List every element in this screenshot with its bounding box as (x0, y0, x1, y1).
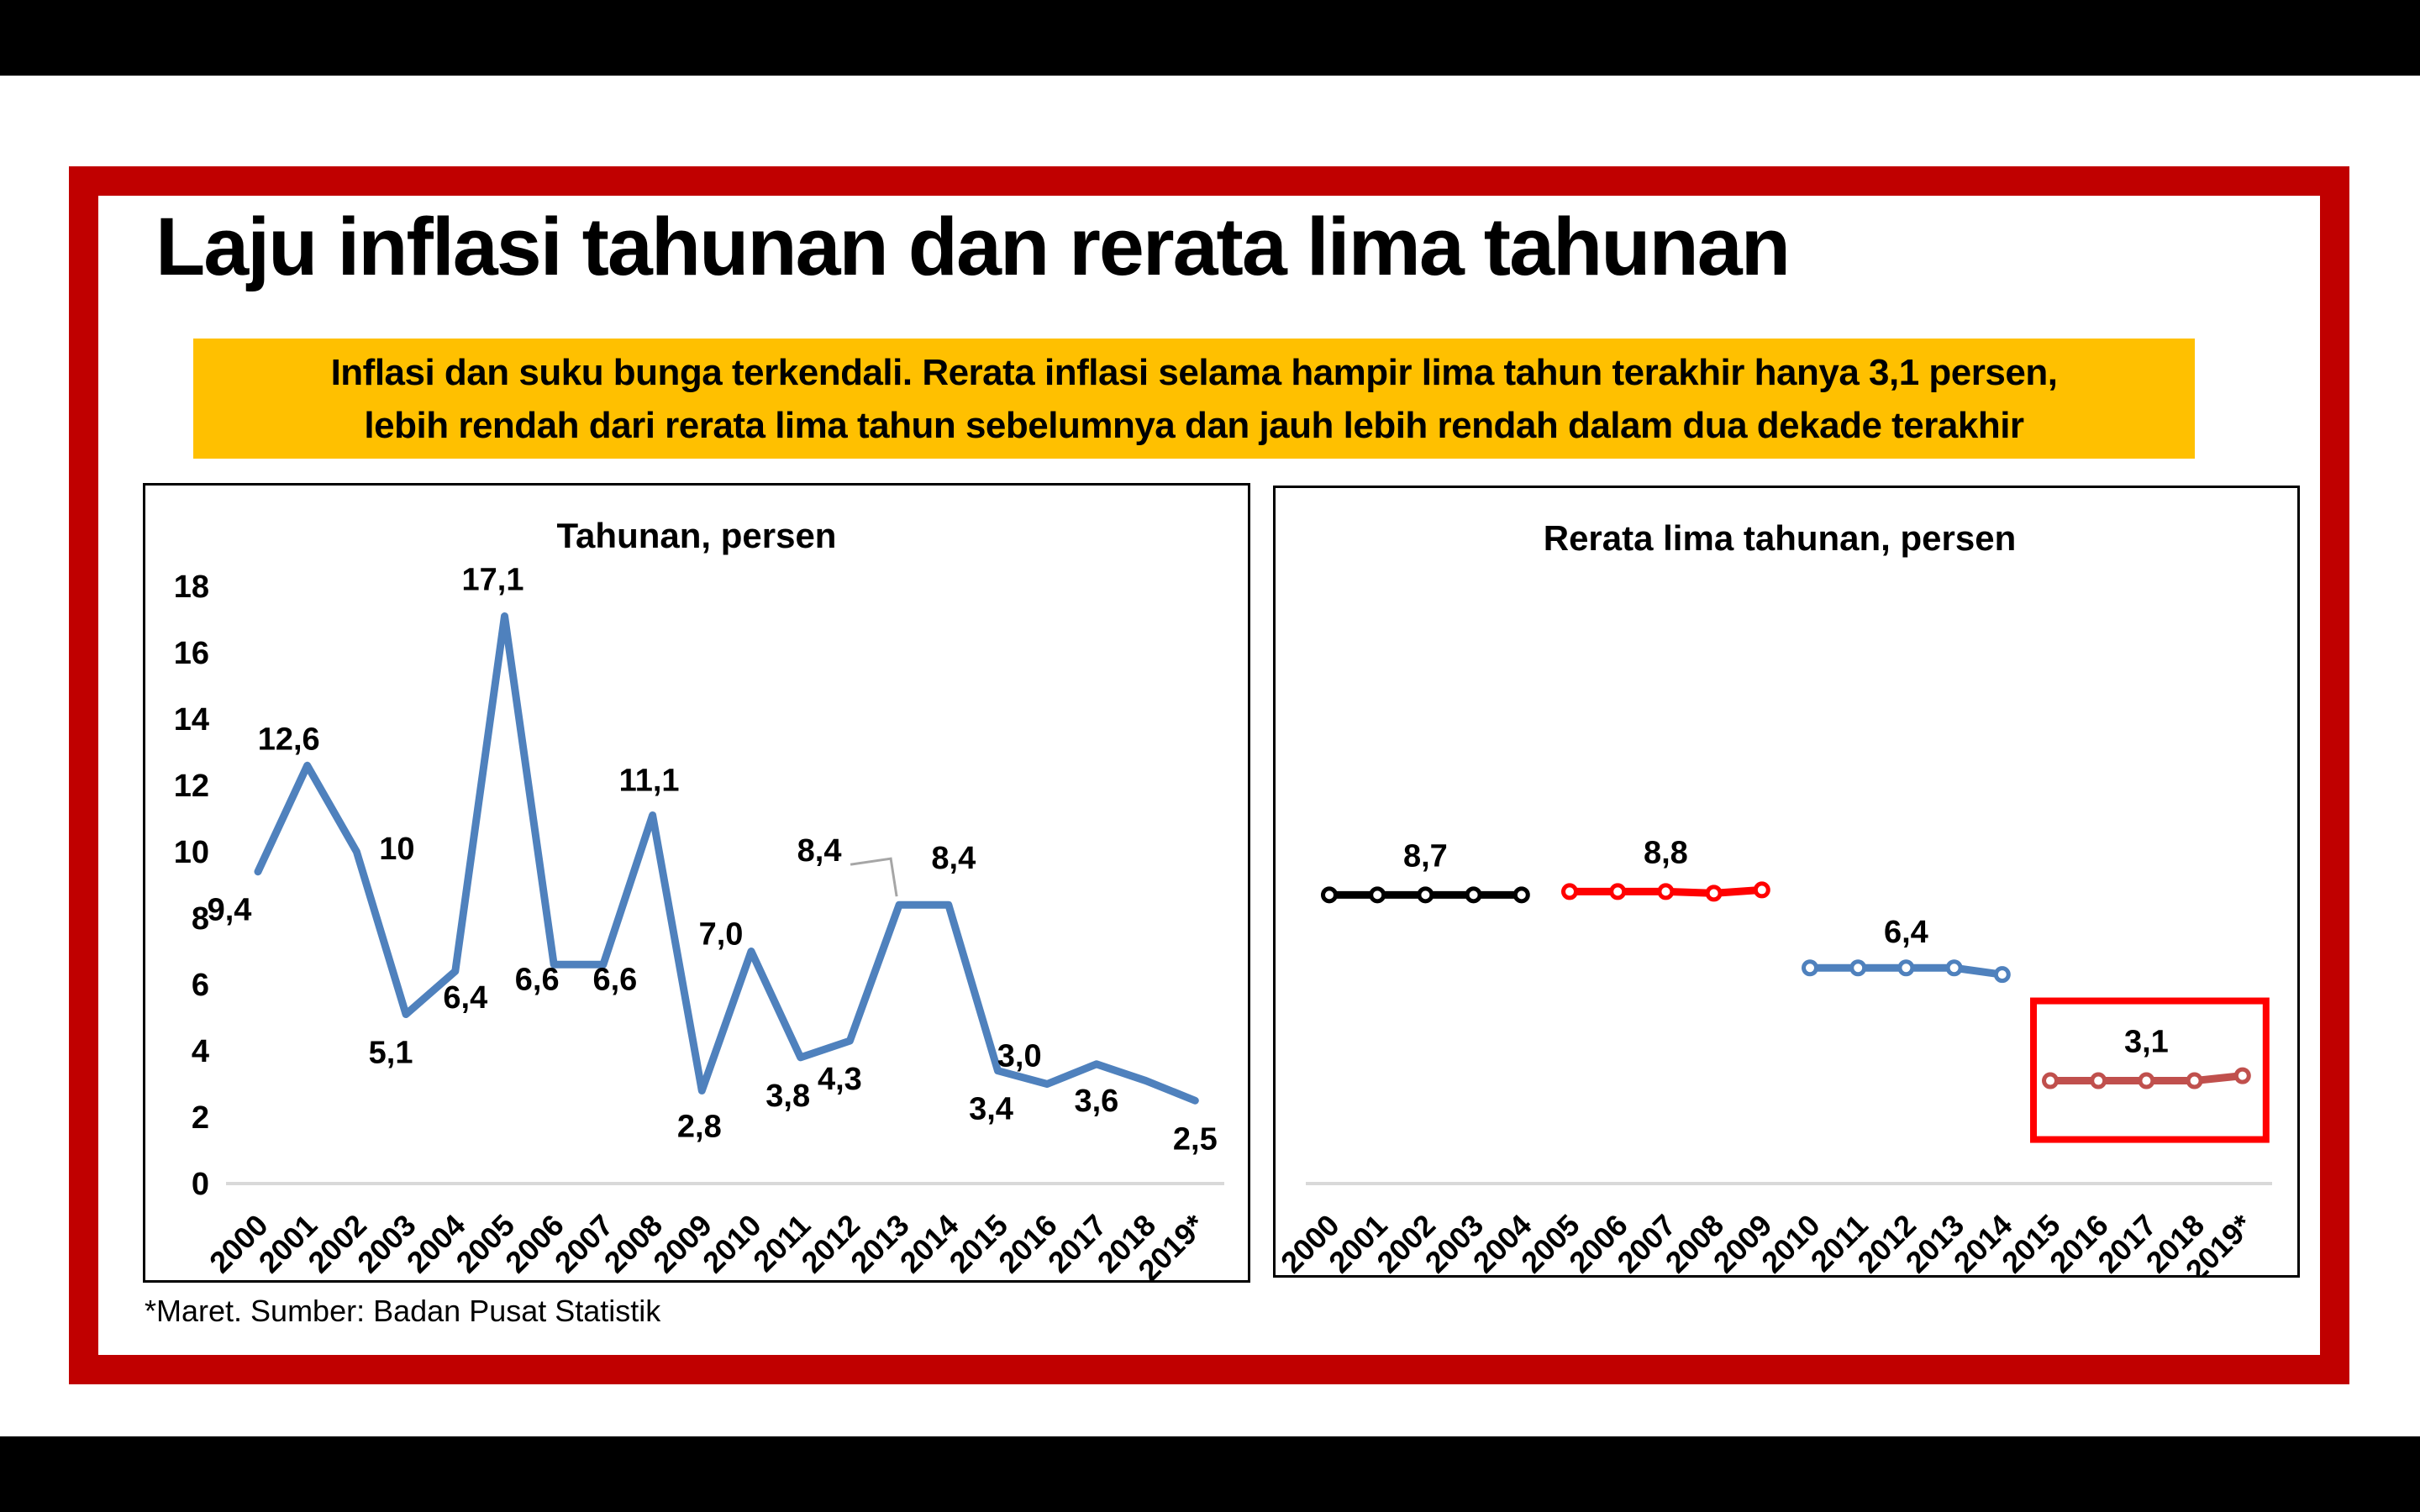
average-value-label: 8,8 (1644, 835, 1688, 870)
segment-marker (1561, 883, 1578, 900)
y-axis-tick-label: 14 (174, 702, 209, 738)
y-axis-tick-label: 4 (192, 1034, 209, 1069)
data-label: 6,4 (443, 980, 487, 1016)
data-label: 4,3 (818, 1062, 862, 1097)
source-footnote: *Maret. Sumber: Badan Pusat Statistik (145, 1294, 661, 1328)
segment-marker (1945, 959, 1963, 977)
segment-marker (2233, 1067, 2251, 1084)
data-label: 8,4 (797, 833, 842, 869)
data-label: 9,4 (208, 893, 252, 928)
bottom-letterbox (0, 1436, 2420, 1512)
data-label: 3,6 (1074, 1084, 1118, 1119)
segment-marker (1512, 886, 1530, 904)
data-label: 17,1 (462, 563, 524, 598)
annual-inflation-line (254, 612, 1199, 1105)
segment-marker (2186, 1072, 2203, 1089)
average-value-label: 6,4 (1884, 915, 1928, 950)
data-label: 8,4 (931, 841, 976, 876)
data-label: 7,0 (699, 917, 744, 953)
data-label: 12,6 (258, 722, 320, 757)
top-letterbox (0, 0, 2420, 76)
data-label-leader-line (850, 857, 898, 897)
chart-title: Tahunan, persen (557, 516, 837, 555)
banner-line-2: lebih rendah dari rerata lima tahun sebe… (364, 404, 2024, 446)
segment-marker (1897, 959, 1915, 977)
y-axis-tick-label: 0 (192, 1167, 209, 1202)
y-axis-tick-label: 2 (192, 1100, 209, 1136)
banner-line-1: Inflasi dan suku bunga terkendali. Rerat… (330, 351, 2058, 393)
highlight-box (2030, 997, 2270, 1143)
segment-marker (1657, 883, 1675, 900)
data-label: 3,8 (765, 1079, 810, 1114)
data-label: 5,1 (369, 1036, 413, 1071)
average-value-label: 8,7 (1403, 838, 1448, 874)
y-axis-tick-label: 8 (192, 901, 209, 937)
annual-inflation-chart: Tahunan, persen 0 2 4 6 8 10 12 14 16 18 9,4 12,6 10 5… (174, 516, 1224, 1280)
chart-title: Rerata lima tahunan, persen (1544, 518, 2017, 558)
segment-marker (2090, 1072, 2107, 1089)
data-label: 2,8 (677, 1109, 722, 1144)
data-label: 11,1 (619, 764, 680, 799)
average-chart-panel: Rerata lima tahunan, persen 8,7 8,8 6,4 3,1 2… (1273, 486, 2300, 1278)
segment-marker (1849, 959, 1867, 977)
data-label: 3,0 (997, 1039, 1042, 1074)
segment-marker (1465, 886, 1482, 904)
segment-marker (1802, 959, 1818, 977)
data-label: 10 (379, 832, 414, 867)
data-label: 2,5 (1173, 1121, 1218, 1157)
data-label: 3,4 (969, 1092, 1013, 1127)
y-axis-tick-label: 6 (192, 968, 209, 1003)
segment-marker (2138, 1072, 2155, 1089)
highlight-banner: Inflasi dan suku bunga terkendali. Rerat… (193, 339, 2195, 459)
segment-marker (1321, 886, 1338, 904)
y-axis-tick-label: 16 (174, 636, 209, 671)
segment-marker (2042, 1072, 2059, 1089)
annual-chart-panel: Tahunan, persen 0 2 4 6 8 10 12 14 16 18 9,4 12,6 10 5… (143, 483, 1250, 1283)
page-title: Laju inflasi tahunan dan rerata lima tah… (155, 201, 1791, 292)
y-axis-tick-label: 10 (174, 835, 209, 870)
data-label: 6,6 (592, 962, 637, 997)
segment-marker (1609, 883, 1627, 900)
average-value-label: 3,1 (2124, 1025, 2169, 1060)
segment-marker (1705, 885, 1723, 902)
segment-marker (1369, 886, 1386, 904)
y-axis-tick-label: 18 (174, 570, 209, 605)
segment-marker (1753, 881, 1770, 899)
segment-marker (1993, 966, 2011, 984)
data-label: 6,6 (515, 962, 560, 997)
y-axis-tick-label: 12 (174, 769, 209, 804)
segment-marker (1417, 886, 1434, 904)
